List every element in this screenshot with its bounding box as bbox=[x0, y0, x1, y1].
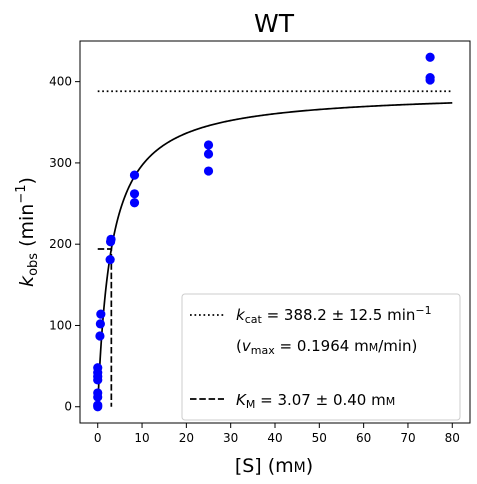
data-point bbox=[129, 198, 140, 208]
x-tick-label: 80 bbox=[445, 431, 460, 445]
fit-curve bbox=[96, 102, 453, 407]
axes-frame bbox=[79, 40, 471, 424]
legend-box bbox=[181, 293, 461, 421]
data-point bbox=[106, 234, 116, 244]
chart-title: WT bbox=[254, 9, 295, 38]
data-point bbox=[93, 363, 103, 373]
legend-kcat-label: kcat = 388.2 ± 12.5 min−1 bbox=[236, 304, 432, 326]
data-point bbox=[203, 149, 214, 159]
y-axis-label-mid: (min bbox=[16, 204, 38, 253]
data-point bbox=[203, 166, 214, 176]
data-point bbox=[129, 170, 140, 180]
y-tick-label: 0 bbox=[64, 400, 72, 414]
x-axis-label-main: [S] (m bbox=[235, 455, 294, 477]
y-tick-label: 200 bbox=[49, 237, 72, 251]
x-tick-label: 10 bbox=[134, 431, 149, 445]
x-axis-label-tail: ) bbox=[306, 455, 313, 477]
y-tick-label: 300 bbox=[49, 156, 72, 170]
data-point bbox=[95, 331, 105, 341]
data-point bbox=[203, 140, 214, 150]
svg-text:kobs (min−1): kobs (min−1) bbox=[14, 177, 41, 287]
y-axis-label-tail: ) bbox=[16, 177, 38, 184]
legend-vmax-label: (vmax = 0.1964 mM/min) bbox=[236, 337, 417, 357]
x-tick-label: 0 bbox=[94, 431, 102, 445]
x-tick-label: 60 bbox=[356, 431, 371, 445]
y-axis-label-sup: −1 bbox=[14, 184, 29, 203]
y-axis-label: kobs (min−1) bbox=[14, 177, 41, 287]
y-axis-label-sub: obs bbox=[26, 253, 41, 276]
plot-area: 0 10 20 30 40 50 60 70 80 0 100 200 300 400 bbox=[49, 40, 471, 445]
y-tick-label: 400 bbox=[49, 75, 72, 89]
x-tick-label: 50 bbox=[312, 431, 327, 445]
x-tick-label: 40 bbox=[267, 431, 282, 445]
data-point bbox=[95, 319, 105, 329]
x-axis-label-smallcap: M bbox=[294, 460, 306, 476]
x-tick-label: 70 bbox=[400, 431, 415, 445]
x-tick-label: 30 bbox=[223, 431, 238, 445]
data-point bbox=[93, 388, 103, 398]
x-axis-label: [S] (mM) bbox=[235, 455, 313, 477]
y-tick-label: 100 bbox=[49, 318, 72, 332]
legend: kcat = 388.2 ± 12.5 min−1 (vmax = 0.1964… bbox=[181, 293, 461, 421]
data-point bbox=[96, 309, 106, 319]
data-point bbox=[105, 255, 115, 265]
y-axis-label-k: k bbox=[16, 275, 38, 287]
data-point bbox=[425, 52, 435, 62]
data-point bbox=[129, 189, 140, 199]
x-tick-label: 20 bbox=[179, 431, 194, 445]
legend-km-label: KM = 3.07 ± 0.40 mM bbox=[236, 391, 395, 411]
data-point bbox=[425, 72, 435, 83]
data-point bbox=[93, 400, 103, 410]
